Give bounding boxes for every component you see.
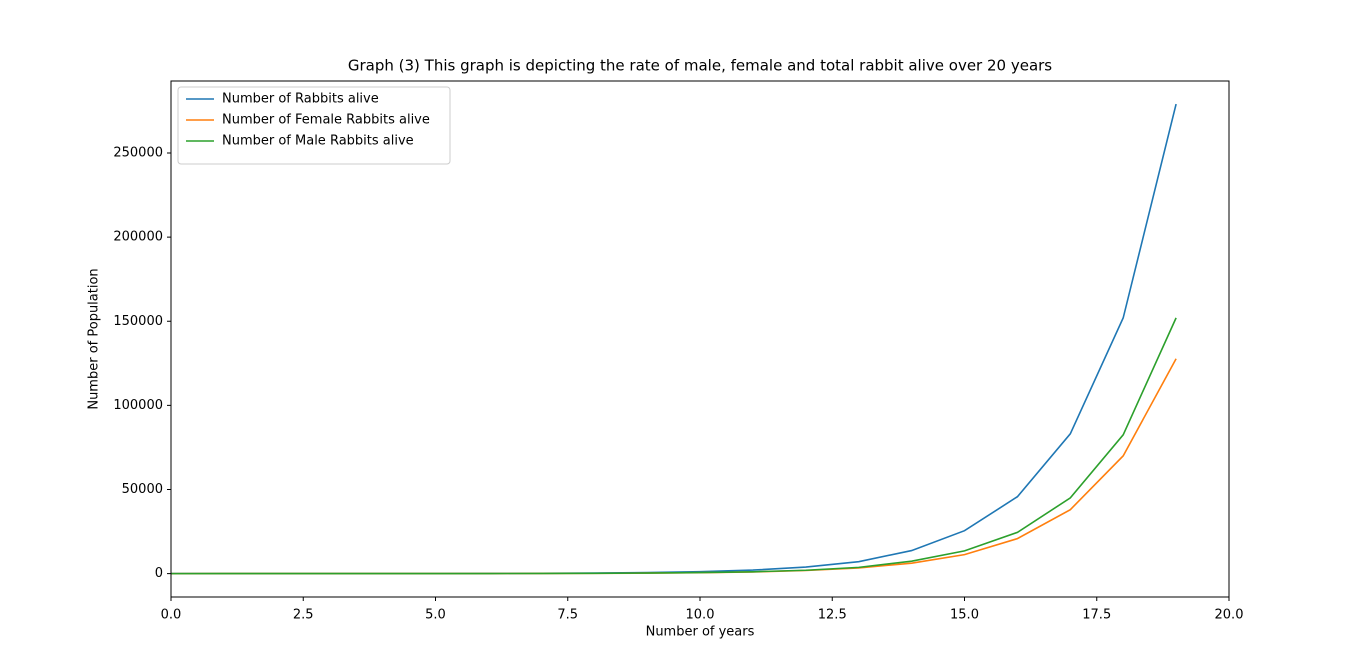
y-tick-label: 50000 <box>122 482 163 497</box>
x-tick-label: 2.5 <box>293 608 314 623</box>
x-tick-label: 15.0 <box>950 608 979 623</box>
x-axis-label: Number of years <box>646 625 755 640</box>
legend-label: Number of Female Rabbits alive <box>222 113 430 128</box>
y-tick-label: 250000 <box>113 146 163 161</box>
chart-title: Graph (3) This graph is depicting the ra… <box>348 57 1052 75</box>
line-series <box>170 317 1177 575</box>
legend-label: Number of Male Rabbits alive <box>222 134 414 149</box>
x-tick-label: 10.0 <box>686 608 715 623</box>
line-series <box>170 358 1177 575</box>
x-tick-label: 7.5 <box>557 608 578 623</box>
x-tick-label: 0.0 <box>161 608 182 623</box>
y-tick-label: 200000 <box>113 230 163 245</box>
y-axis-label: Number of Population <box>87 268 102 409</box>
y-tick-label: 150000 <box>113 314 163 329</box>
x-tick-label: 5.0 <box>425 608 446 623</box>
x-tick-label: 12.5 <box>818 608 847 623</box>
x-tick-label: 20.0 <box>1215 608 1244 623</box>
y-tick-label: 0 <box>155 566 163 581</box>
legend-label: Number of Rabbits alive <box>222 92 379 107</box>
plot-frame <box>170 80 1230 598</box>
x-tick-label: 17.5 <box>1082 608 1111 623</box>
y-tick-label: 100000 <box>113 398 163 413</box>
line-series <box>170 103 1177 575</box>
legend-box <box>177 86 451 165</box>
